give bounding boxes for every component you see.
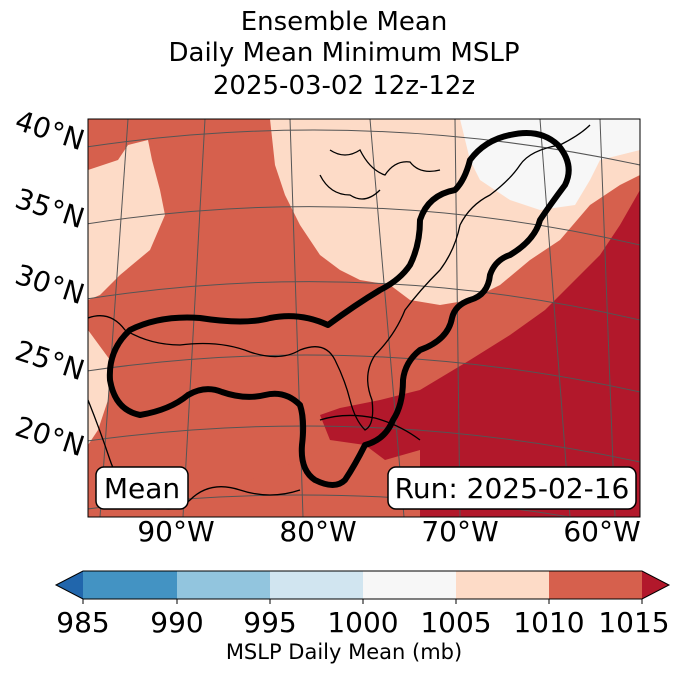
cuba-coast bbox=[319, 414, 421, 441]
colorbar-extend-low bbox=[56, 571, 83, 599]
colorbar-label-1015: 1015 bbox=[598, 606, 669, 639]
grid-lon-100 bbox=[99, 119, 129, 517]
run-box bbox=[387, 466, 637, 510]
lon-label-70w: 70°W bbox=[421, 515, 498, 548]
colorbar-label-990: 990 bbox=[150, 606, 203, 639]
title-line-2: Daily Mean Minimum MSLP bbox=[168, 38, 520, 68]
colorbar-swatch-1010-1015 bbox=[549, 571, 642, 599]
grid-lon-65 bbox=[539, 119, 571, 517]
lat-label-35: 35°N bbox=[11, 182, 88, 235]
colorbar-title: MSLP Daily Mean (mb) bbox=[225, 640, 463, 664]
lat-label-25: 25°N bbox=[11, 334, 88, 387]
us-gulf-east-coast bbox=[88, 124, 591, 431]
mean-label: Mean bbox=[104, 472, 180, 505]
lake-michigan-erie bbox=[319, 174, 381, 200]
great-lakes bbox=[329, 149, 441, 176]
colorbar-swatch-1000-1005 bbox=[363, 571, 456, 599]
colorbar-label-985: 985 bbox=[56, 606, 109, 639]
colorbar-label-1005: 1005 bbox=[420, 606, 491, 639]
map-frame bbox=[87, 118, 641, 518]
run-label: Run: 2025-02-16 bbox=[395, 472, 630, 505]
colorbar-swatch-995-1000 bbox=[270, 571, 363, 599]
colorbar-extend-high bbox=[642, 571, 669, 599]
grid-lat-25 bbox=[88, 354, 640, 393]
grid-lat-35 bbox=[88, 206, 640, 246]
lat-label-30: 30°N bbox=[11, 258, 88, 311]
grid-lat-30 bbox=[88, 281, 640, 321]
field-1015-plus bbox=[320, 190, 640, 517]
lon-label-60w: 60°W bbox=[563, 515, 640, 548]
grid-lat-20 bbox=[88, 425, 640, 463]
lon-label-90w: 90°W bbox=[137, 515, 214, 548]
title-line-3: 2025-03-02 12z-12z bbox=[212, 71, 476, 101]
grid-lon-75 bbox=[369, 119, 405, 517]
colorbar-label-1000: 1000 bbox=[327, 606, 398, 639]
grid-lon-60 bbox=[599, 119, 616, 517]
lon-label-80w: 80°W bbox=[279, 515, 356, 548]
colorbar-swatch-1005-1010 bbox=[456, 571, 549, 599]
colorbar-label-995: 995 bbox=[243, 606, 296, 639]
colorbar-label-1010: 1010 bbox=[513, 606, 584, 639]
mean-box bbox=[95, 466, 189, 510]
pressure-field bbox=[88, 119, 640, 517]
colorbar: 985 990 995 1000 1005 1010 1015 bbox=[54, 570, 671, 639]
colorbar-swatch-990-995 bbox=[177, 571, 270, 599]
title-line-1: Ensemble Mean bbox=[240, 7, 448, 37]
ensemble-contour bbox=[106, 130, 572, 488]
lat-label-20: 20°N bbox=[11, 410, 88, 463]
colorbar-swatch-985-990 bbox=[83, 571, 177, 599]
lat-label-40: 40°N bbox=[11, 104, 88, 157]
field-1005-1010-southwest bbox=[88, 330, 110, 445]
field-1005-1010-west bbox=[88, 140, 165, 300]
